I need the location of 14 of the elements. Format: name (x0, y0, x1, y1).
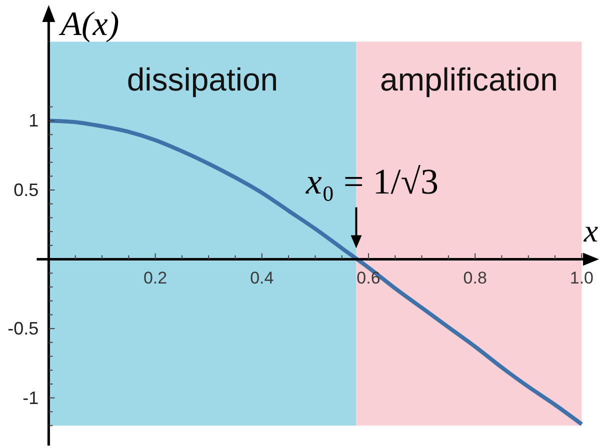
y-tick-label: -0.5 (8, 318, 39, 339)
annotation: x₀ = 1/√3 (304, 161, 439, 202)
y-tick-label: 1 (28, 110, 39, 131)
x-tick-label: 0.4 (250, 268, 274, 288)
y-axis-title: A(x) (58, 6, 120, 43)
x-tick-label: 0.8 (463, 268, 487, 288)
x-tick-label: 1.0 (570, 268, 594, 288)
y-tick-label: -1 (22, 388, 39, 408)
band-label: dissipation (126, 62, 278, 98)
y-tick-label: 0.5 (14, 180, 39, 200)
x-tick-label: 0.2 (143, 268, 168, 288)
x-tick-label: 0.6 (356, 268, 380, 288)
x-axis-title: x (582, 212, 598, 248)
band-label: amplification (380, 62, 558, 98)
